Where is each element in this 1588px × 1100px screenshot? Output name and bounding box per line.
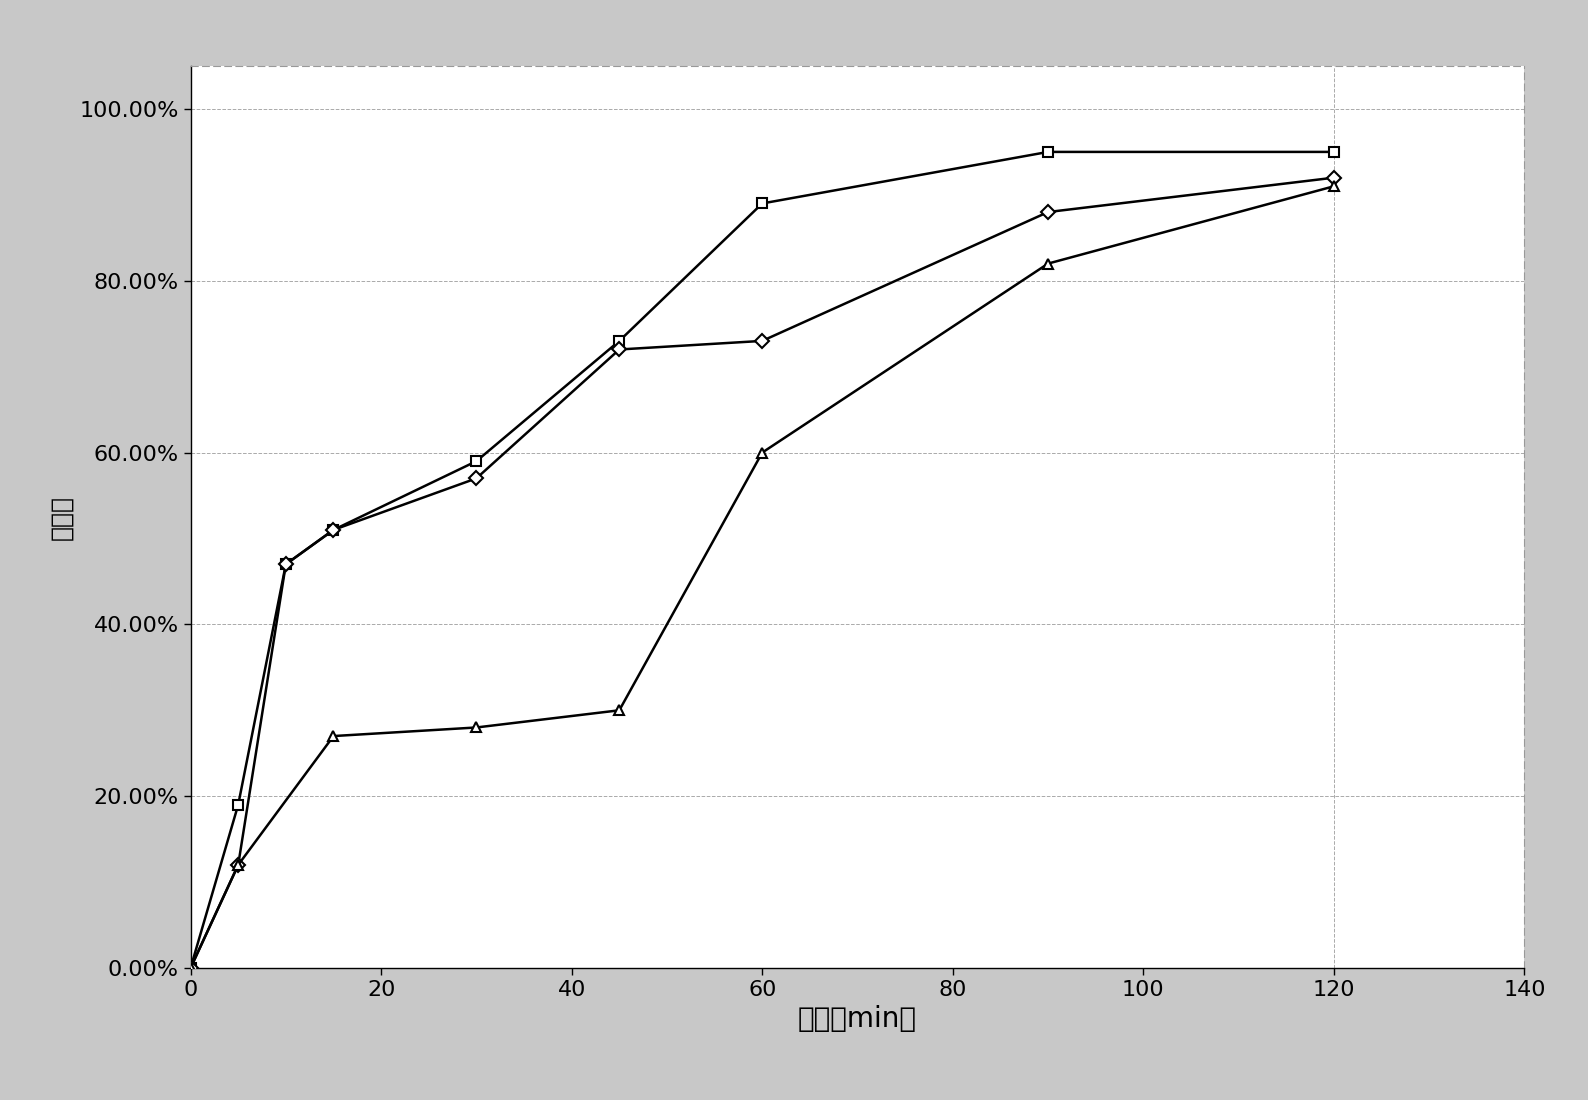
X-axis label: 时间（min）: 时间（min） <box>799 1005 916 1033</box>
Y-axis label: 降解率: 降解率 <box>49 495 73 539</box>
